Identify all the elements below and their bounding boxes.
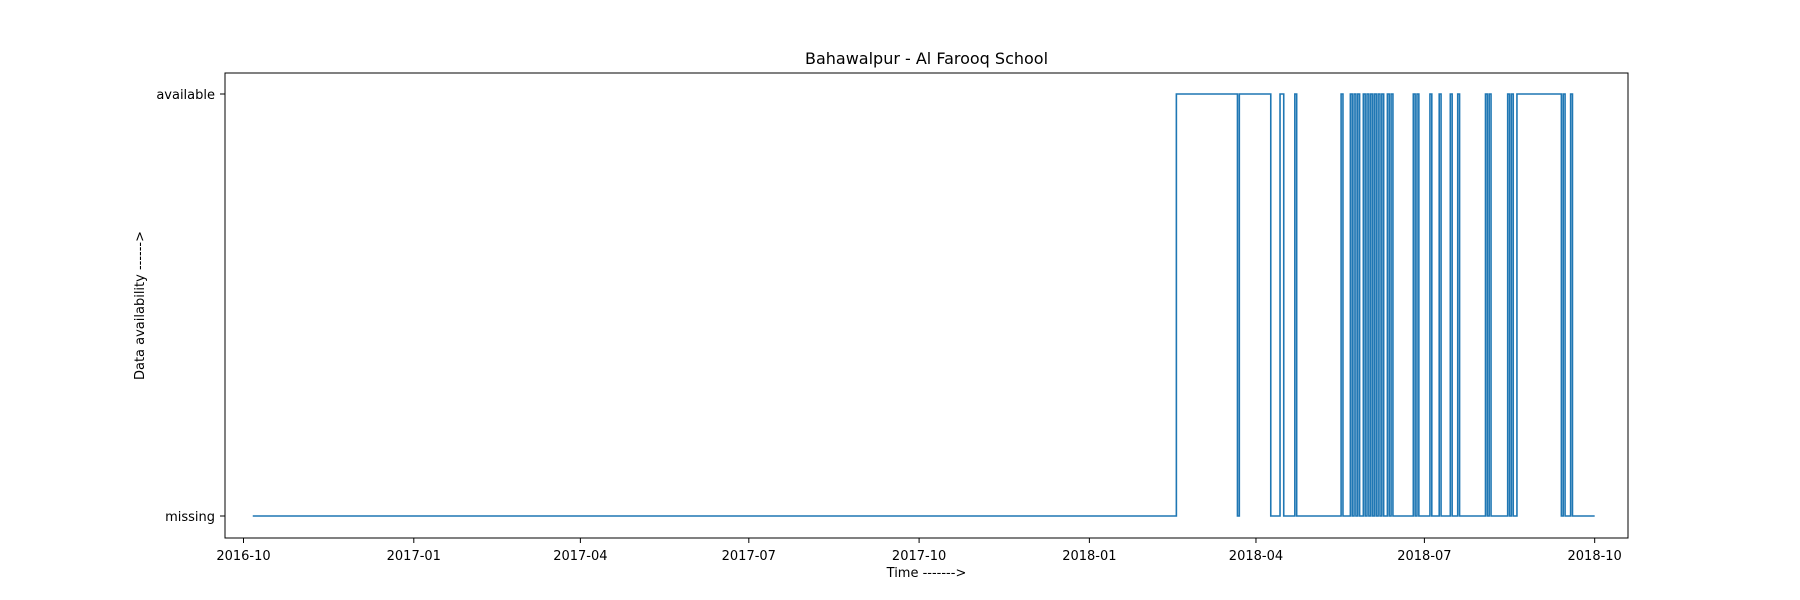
x-axis-label: Time -------> [886,566,967,581]
y-tick-label: available [156,88,215,103]
x-tick-label: 2018-07 [1397,549,1451,564]
x-tick-label: 2018-10 [1568,549,1622,564]
x-tick-label: 2017-04 [553,549,607,564]
plot-content [252,93,1595,517]
x-tick-label: 2016-10 [216,549,270,564]
x-axis-ticks: 2016-10 2017-01 2017-04 2017-07 2017-10 2018-… [216,538,1622,564]
y-tick-label: missing [165,510,215,525]
x-tick-label: 2017-07 [722,549,776,564]
y-axis-ticks: missing available [156,88,225,525]
chart-title: Bahawalpur - Al Farooq School [805,49,1048,68]
series-line-0 [252,93,1595,517]
plot-frame [224,72,1629,539]
x-tick-label: 2018-01 [1062,549,1116,564]
x-tick-label: 2018-04 [1229,549,1283,564]
x-tick-label: 2017-10 [892,549,946,564]
y-axis-label: Data availability ------> [133,231,148,380]
x-tick-label: 2017-01 [387,549,441,564]
